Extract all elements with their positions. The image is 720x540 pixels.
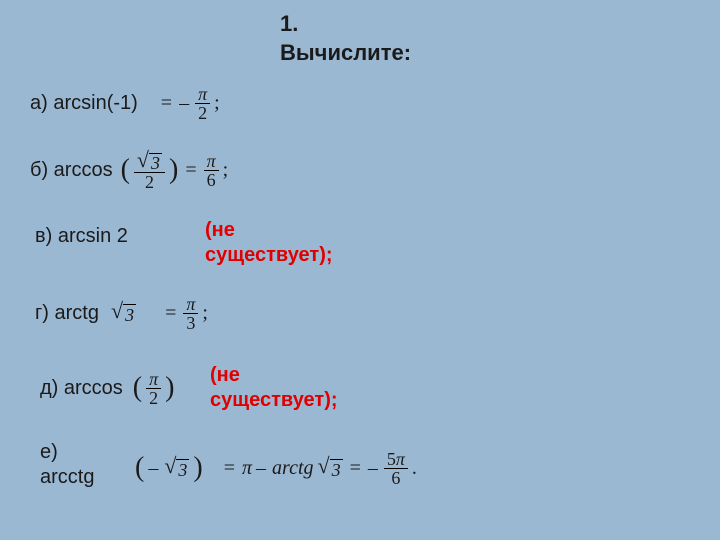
row-d: д) arccos ( π 2 ) [40,370,174,407]
res-g: π 3 [183,295,198,332]
expr-e: ( – √3 ) = π – arctg √3 = – 5π 6 . [135,450,417,487]
row-a: а) arcsin(-1) = – π 2 ; [30,85,220,122]
expr-b: ( √3 2 ) = π 6 ; [121,150,229,191]
label-g: г) arctg [35,302,99,325]
note-d: (не существует); [210,363,338,413]
title: 1. Вычислите: [280,10,411,67]
expr-g: √3 = π 3 ; [111,295,208,332]
title-line2: Вычислите: [280,40,411,65]
expr-a: = – π 2 ; [158,85,220,122]
title-line1: 1. [280,11,298,36]
label-e: е) arсctg [40,440,94,490]
label-d: д) arccos [40,377,123,400]
res-b: π 6 [204,152,219,189]
row-g: г) arctg √3 = π 3 ; [35,295,208,332]
arg-b: √3 2 [134,150,165,191]
label-a: а) arcsin(-1) [30,92,138,115]
sqrt-g: √3 [111,301,136,326]
frac-a: π 2 [195,85,210,122]
row-b: б) arccos ( √3 2 ) = π 6 ; [30,150,228,191]
arg-d: ( π 2 ) [133,370,175,407]
label-v: в) arcsin 2 [35,225,128,248]
label-b: б) arccos [30,159,113,182]
row-e: ( – √3 ) = π – arctg √3 = – 5π 6 . [135,450,417,487]
row-v: в) arcsin 2 [35,225,128,248]
note-v: (не существует); [205,218,333,268]
res-e: 5π 6 [384,450,408,487]
